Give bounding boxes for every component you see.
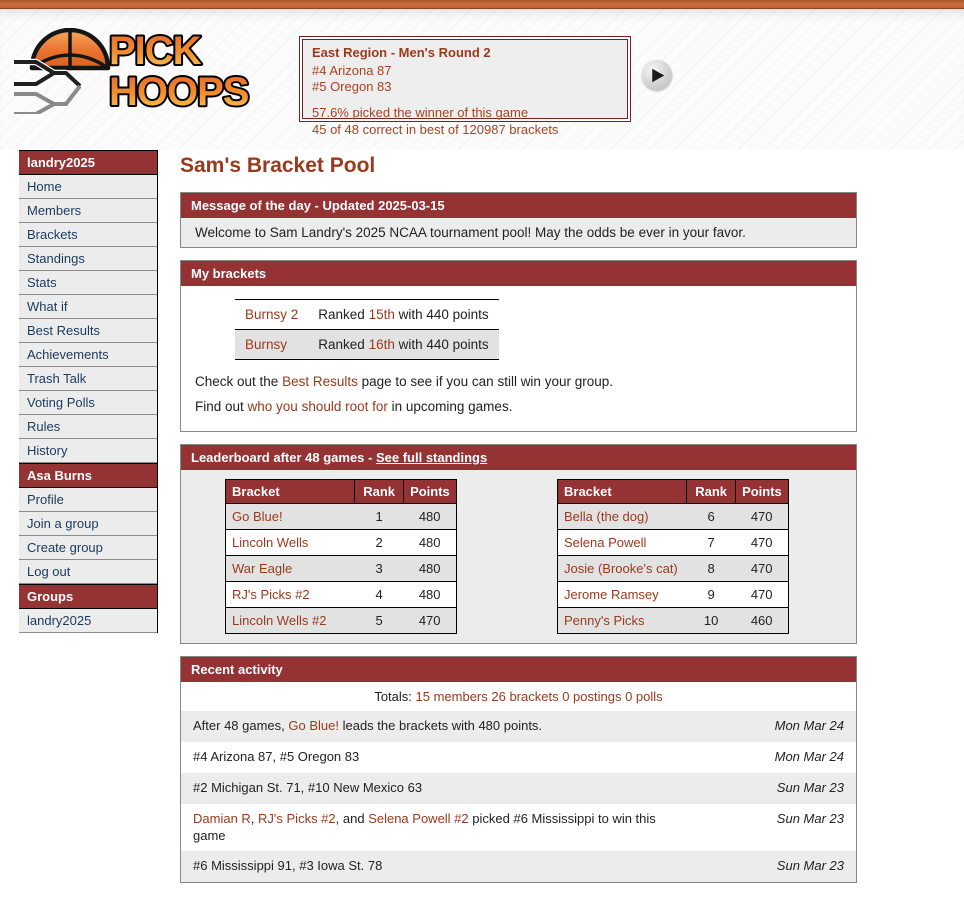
svg-text:PICK: PICK [109,29,202,73]
svg-text:HOOPS: HOOPS [109,70,249,114]
